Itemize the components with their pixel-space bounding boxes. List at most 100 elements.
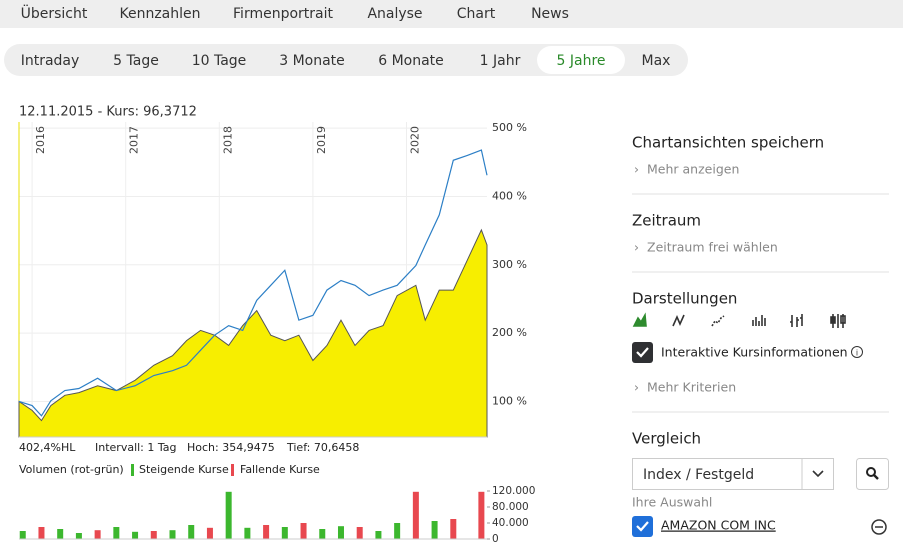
period[interactable]: 1 Jahr <box>480 53 521 69</box>
select-arrow <box>812 470 824 478</box>
period[interactable]: 6 Monate <box>378 53 444 69</box>
select-value[interactable]: Index / Festgeld <box>643 467 754 483</box>
link[interactable]: Mehr anzeigen <box>647 162 739 177</box>
x-tick-label: 2020 <box>409 126 422 154</box>
legend-swatch <box>131 464 134 476</box>
section-title: Vergleich <box>632 430 701 448</box>
volume-legend-title: Volumen (rot-grün) <box>19 463 124 476</box>
checkbox[interactable] <box>632 342 653 363</box>
volume-bar <box>450 519 457 539</box>
checkbox[interactable] <box>632 516 653 537</box>
selection-item[interactable]: AMAZON COM INC <box>661 518 776 533</box>
x-tick-label: 2017 <box>128 126 141 154</box>
y-tick-label: 120.000 <box>492 485 535 497</box>
y-tick-label: 80.000 <box>492 501 529 513</box>
select[interactable] <box>632 458 834 490</box>
search-icon <box>866 467 876 477</box>
volume-bar <box>300 523 307 539</box>
legend-label: Fallende Kurse <box>240 463 320 476</box>
section-title: Darstellungen <box>632 290 737 308</box>
tab-bar <box>0 0 903 28</box>
volume-bar <box>75 533 82 539</box>
section-title: Zeitraum <box>632 212 701 230</box>
section-title: Chartansichten speichern <box>632 134 824 152</box>
volume-bar <box>412 491 419 539</box>
chart-stat: Intervall: 1 Tag <box>95 441 177 454</box>
volume-bar <box>113 527 120 539</box>
view-icons <box>632 312 846 328</box>
selection-title: Ihre Auswahl <box>632 495 712 510</box>
period[interactable]: 3 Monate <box>279 53 345 69</box>
chart-info: 12.11.2015 - Kurs: 96,3712 <box>19 105 197 120</box>
period[interactable]: 5 Jahre <box>557 53 606 69</box>
period-active <box>537 46 625 74</box>
x-tick-label: 2018 <box>221 126 234 154</box>
y-tick-label: 200 % <box>492 326 527 339</box>
y-tick-label: 40.000 <box>492 517 529 529</box>
y-tick-label: 500 % <box>492 121 527 134</box>
checkmark <box>636 347 649 358</box>
volume-bar <box>478 491 485 539</box>
info-icon-i: i <box>856 349 858 358</box>
volume-bar <box>431 521 438 539</box>
period-bar <box>4 44 688 76</box>
tab[interactable]: Chart <box>457 6 496 22</box>
checkbox-label[interactable]: Interaktive Kursinformationen <box>661 345 848 360</box>
volume-bar <box>337 526 344 539</box>
icon-dots[interactable] <box>711 315 725 327</box>
period[interactable]: Max <box>642 53 671 69</box>
link-chevron[interactable]: › <box>634 162 639 177</box>
icon-line[interactable] <box>672 314 685 327</box>
icon-ohlc[interactable] <box>790 314 803 327</box>
volume-bar <box>206 527 213 539</box>
link[interactable]: Zeitraum frei wählen <box>647 240 778 255</box>
legend-swatch <box>231 464 234 476</box>
icon-candle-body <box>840 315 846 324</box>
y-tick-label: 0 <box>492 533 499 544</box>
volume-bar <box>225 491 232 539</box>
volume-bar <box>38 527 45 539</box>
icon-bars[interactable] <box>752 315 766 326</box>
link-chevron[interactable]: › <box>634 240 639 255</box>
volume-bar <box>150 531 157 539</box>
search-icon <box>873 474 879 480</box>
legend-label: Steigende Kurse <box>139 463 229 476</box>
volume-bar <box>375 531 382 539</box>
volume-bar <box>188 525 195 539</box>
link-chevron[interactable]: › <box>634 380 639 395</box>
volume-bar <box>281 527 288 539</box>
y-tick-label: 300 % <box>492 258 527 271</box>
icon-candle-body <box>830 316 836 324</box>
tab[interactable]: Kennzahlen <box>119 6 200 22</box>
volume-bar <box>244 527 251 539</box>
chart-stat: Hoch: 354,9475 <box>187 441 275 454</box>
volume-bar <box>394 523 401 539</box>
period[interactable]: 10 Tage <box>192 53 247 69</box>
volume-bar <box>57 529 64 539</box>
info-icon[interactable] <box>851 346 863 358</box>
remove-icon[interactable] <box>871 519 887 535</box>
period[interactable]: 5 Tage <box>113 53 159 69</box>
y-tick-label: 100 % <box>492 394 527 407</box>
chart-stat: 402,4%HL <box>19 441 76 454</box>
volume-bar <box>132 531 139 539</box>
tab[interactable]: Übersicht <box>21 4 88 22</box>
period[interactable]: Intraday <box>21 53 80 69</box>
icon-area[interactable] <box>632 312 647 327</box>
search-button[interactable] <box>856 458 889 490</box>
tab[interactable]: Analyse <box>367 6 422 22</box>
y-tick-label: 400 % <box>492 189 527 202</box>
volume-bar <box>169 530 176 539</box>
checkmark <box>636 521 649 532</box>
volume-bar <box>94 530 101 539</box>
chart-stat: Tief: 70,6458 <box>286 441 359 454</box>
volume-bar <box>319 529 326 539</box>
volume-bar <box>19 531 26 539</box>
tab[interactable]: News <box>531 6 569 22</box>
link[interactable]: Mehr Kriterien <box>647 380 736 395</box>
tab[interactable]: Firmenportrait <box>233 6 333 22</box>
volume-bar <box>356 527 363 539</box>
x-tick-label: 2019 <box>315 126 328 154</box>
